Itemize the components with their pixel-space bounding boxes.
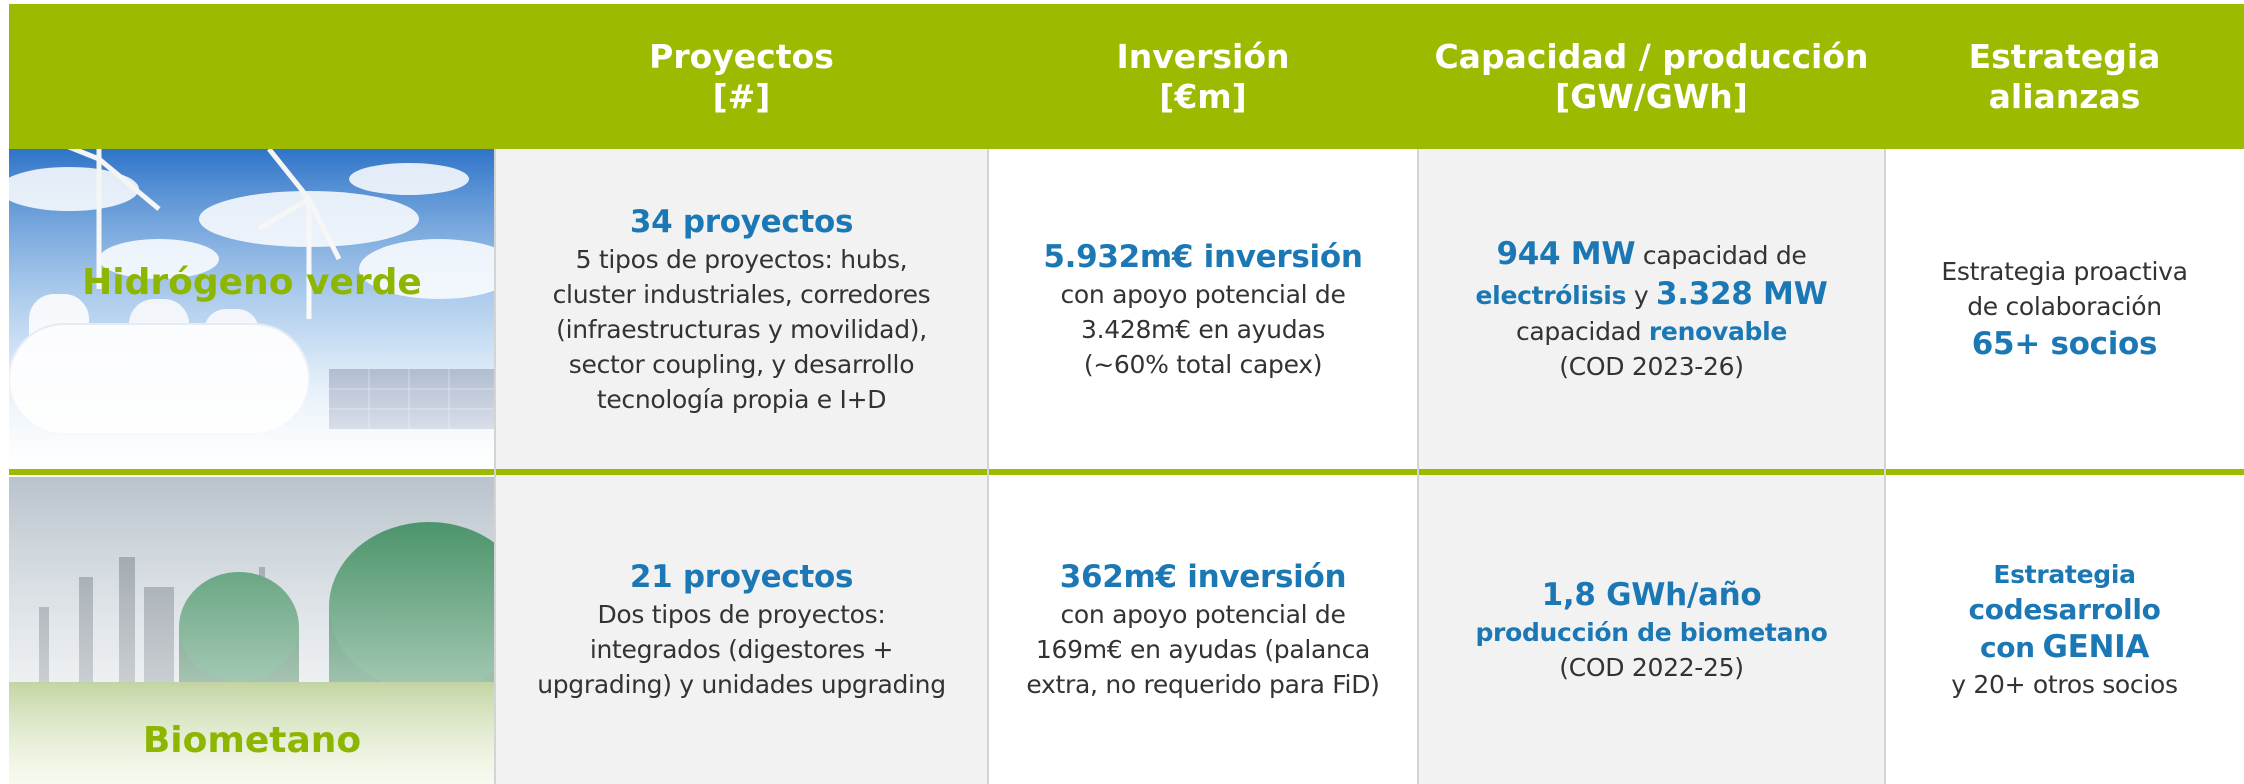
cell: 5.932m€ inversión con apoyo potencial de…	[988, 149, 1418, 469]
cell: Estrategia codesarrollo con GENIA y 20+ …	[1885, 475, 2244, 784]
cell-text: integrados (digestores +	[589, 635, 894, 664]
header-cell: Estrategia alianzas	[1885, 4, 2244, 149]
cell-text: 944 MW	[1496, 236, 1636, 272]
cell-text: (COD 2023-26)	[1559, 352, 1744, 381]
cell-text: 5.932m€ inversión	[1043, 238, 1363, 275]
header-text: Proyectos	[649, 36, 834, 76]
header-text: [€m]	[1159, 76, 1247, 116]
biomethane-image	[9, 477, 495, 784]
cell: Estrategia proactiva de colaboración 65+…	[1885, 149, 2244, 469]
header-text: Capacidad / producción	[1434, 36, 1869, 76]
cell-text: capacidad de	[1642, 241, 1807, 270]
cell-text: y 20+ otros socios	[1951, 670, 2178, 699]
cell-text: 3.328 MW	[1655, 276, 1828, 312]
cell-text: cluster industriales, corredores	[552, 279, 931, 309]
row-label: Hidrógeno verde	[82, 262, 422, 303]
cell-text: electrólisis	[1475, 281, 1627, 310]
cell: 362m€ inversión con apoyo potencial de 1…	[988, 475, 1418, 784]
cell-text: con apoyo potencial de	[1060, 279, 1346, 309]
column-divider	[1417, 149, 1419, 784]
cell-text: GENIA	[2042, 629, 2150, 665]
cell-text: 169m€ en ayudas (palanca	[1035, 635, 1371, 664]
column-divider	[494, 149, 496, 784]
cell-text: tecnología propia e I+D	[596, 384, 887, 414]
header-bar	[9, 4, 2244, 149]
cell-text: 65+ socios	[1971, 326, 2158, 362]
column-divider	[1884, 149, 1886, 784]
cell-line: electrólisis y 3.328 MW	[1476, 274, 1828, 314]
cell-text: 34 proyectos	[629, 203, 854, 240]
cell-text: Dos tipos de proyectos:	[597, 600, 886, 629]
cell-text: 1,8 GWh/año	[1541, 576, 1762, 613]
cell-text: 3.428m€ en ayudas	[1080, 314, 1326, 344]
cell-text: de colaboración	[1967, 292, 2162, 321]
row-label: Biometano	[142, 720, 362, 761]
cell: 1,8 GWh/año producción de biometano (COD…	[1418, 475, 1885, 784]
cell: 21 proyectos Dos tipos de proyectos: int…	[495, 475, 988, 784]
header-text: Estrategia	[1968, 36, 2161, 76]
cell-line: con GENIA	[1980, 627, 2149, 667]
header-text: Inversión	[1116, 36, 1290, 76]
cell: 944 MW capacidad de electrólisis y 3.328…	[1418, 149, 1885, 469]
header-cell: Proyectos [#]	[495, 4, 988, 149]
cell-line: 944 MW capacidad de	[1496, 234, 1806, 274]
cell-text: (infraestructuras y movilidad),	[556, 314, 927, 344]
cell-text: producción de biometano	[1475, 617, 1828, 647]
cell-text: (COD 2022-25)	[1559, 652, 1744, 682]
cell-text: 362m€ inversión	[1059, 559, 1347, 595]
cell-text: codesarrollo	[1968, 593, 2161, 626]
cell-text: con	[1979, 631, 2035, 664]
header-cell: Inversión [€m]	[988, 4, 1418, 149]
cell-text: renovable	[1648, 317, 1788, 346]
cell-text: 21 proyectos	[629, 559, 854, 595]
cell-line: capacidad renovable	[1516, 314, 1787, 349]
hydrogen-image	[9, 149, 495, 469]
cell-text: capacidad	[1515, 317, 1642, 346]
header-cell: Capacidad / producción [GW/GWh]	[1418, 4, 1885, 149]
cell-text: Estrategia proactiva	[1941, 257, 2188, 286]
row-separator	[9, 469, 2244, 475]
cell-text: (~60% total capex)	[1083, 349, 1323, 379]
cell-text: Estrategia	[1993, 560, 2136, 589]
cell-text: 5 tipos de proyectos: hubs,	[575, 244, 908, 274]
cell-text: upgrading) y unidades upgrading	[537, 670, 946, 699]
cell-text: sector coupling, y desarrollo	[568, 349, 915, 379]
cell-text: con apoyo potencial de	[1060, 600, 1346, 629]
cell: 34 proyectos 5 tipos de proyectos: hubs,…	[495, 149, 988, 469]
cell-text: extra, no requerido para FiD)	[1026, 670, 1380, 699]
header-text: alianzas	[1988, 76, 2141, 116]
cell-text: y	[1633, 281, 1649, 310]
header-text: [#]	[712, 76, 771, 116]
header-text: [GW/GWh]	[1555, 76, 1748, 116]
column-divider	[987, 149, 989, 784]
